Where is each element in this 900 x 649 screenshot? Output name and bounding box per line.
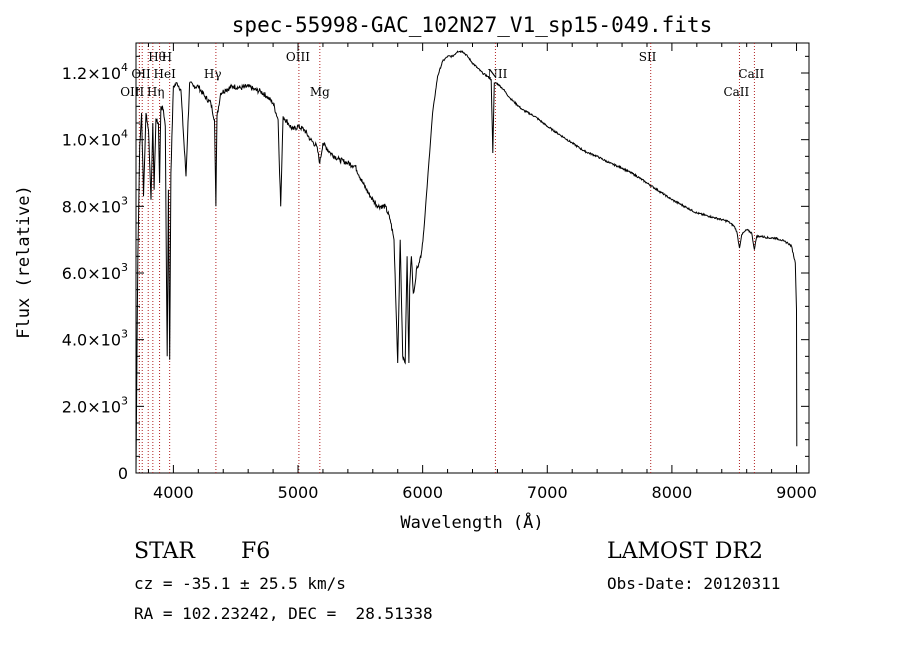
y-tick-label: 8.0×103 (62, 194, 128, 216)
y-tick-exponent: 4 (121, 61, 128, 74)
y-tick-mantissa: 1.0×10 (62, 131, 121, 150)
spectrum-line (135, 49, 798, 474)
line-marker-label: OIII (286, 50, 310, 64)
y-tick-label: 1.0×104 (62, 128, 128, 150)
line-marker-label: Hη (147, 85, 165, 99)
y-tick-mantissa: 1.2×10 (62, 64, 121, 83)
line-marker-label: Hθ (148, 50, 166, 64)
y-tick-mantissa: 2.0×10 (62, 397, 121, 416)
x-axis-ticks: 4000 5000 6000 7000 8000 9000 (147, 43, 817, 502)
y-tick-exponent: 3 (121, 328, 128, 341)
object-subclass: F6 (241, 539, 271, 564)
y-tick-exponent: 3 (121, 194, 128, 207)
line-marker-label: Hγ (204, 67, 222, 81)
line-marker-label: H (162, 50, 172, 64)
y-tick-label: 1.2×104 (62, 61, 128, 83)
y-axis-label: Flux (relative) (14, 185, 34, 339)
y-tick-mantissa: 4.0×10 (62, 331, 121, 350)
line-marker-label: NII (487, 67, 507, 81)
y-tick-label: 4.0×103 (62, 328, 128, 350)
x-tick-label: 8000 (652, 483, 693, 502)
y-tick-exponent: 4 (121, 128, 128, 141)
y-axis-ticks: 02.0×1034.0×1036.0×1038.0×1031.0×1041.2×… (62, 55, 809, 483)
x-tick-label: 6000 (402, 483, 443, 502)
object-class: STAR (134, 539, 195, 564)
line-marker-label: CaII (723, 85, 749, 99)
chart-title: spec-55998-GAC_102N27_V1_sp15-049.fits (232, 13, 712, 37)
y-tick-label: 0 (118, 464, 128, 483)
y-tick-mantissa: 6.0×10 (62, 264, 121, 283)
line-marker-label: CaII (738, 67, 764, 81)
x-tick-label: 7000 (527, 483, 568, 502)
survey-name: LAMOST DR2 (607, 539, 763, 564)
line-marker-label: OII (131, 67, 151, 81)
y-tick-mantissa: 0 (118, 464, 128, 483)
x-tick-label: 5000 (278, 483, 319, 502)
x-axis-label: Wavelength (Å) (400, 511, 543, 533)
y-tick-label: 2.0×103 (62, 394, 128, 416)
plot-frame (135, 42, 810, 474)
redshift-value: cz = -35.1 ± 25.5 km/s (134, 574, 346, 593)
y-tick-label: 6.0×103 (62, 261, 128, 283)
line-marker-label: OIII (120, 85, 144, 99)
line-marker-label: SII (639, 50, 657, 64)
observation-date: Obs-Date: 20120311 (607, 574, 781, 593)
y-tick-mantissa: 8.0×10 (62, 197, 121, 216)
line-marker-label: Mg (310, 85, 330, 99)
sky-coordinates: RA = 102.23242, DEC = 28.51338 (134, 604, 433, 623)
line-marker-label: HeI (154, 67, 177, 81)
y-tick-exponent: 3 (121, 394, 128, 407)
x-tick-label: 4000 (153, 483, 194, 502)
y-tick-exponent: 3 (121, 261, 128, 274)
x-tick-label: 9000 (776, 483, 817, 502)
